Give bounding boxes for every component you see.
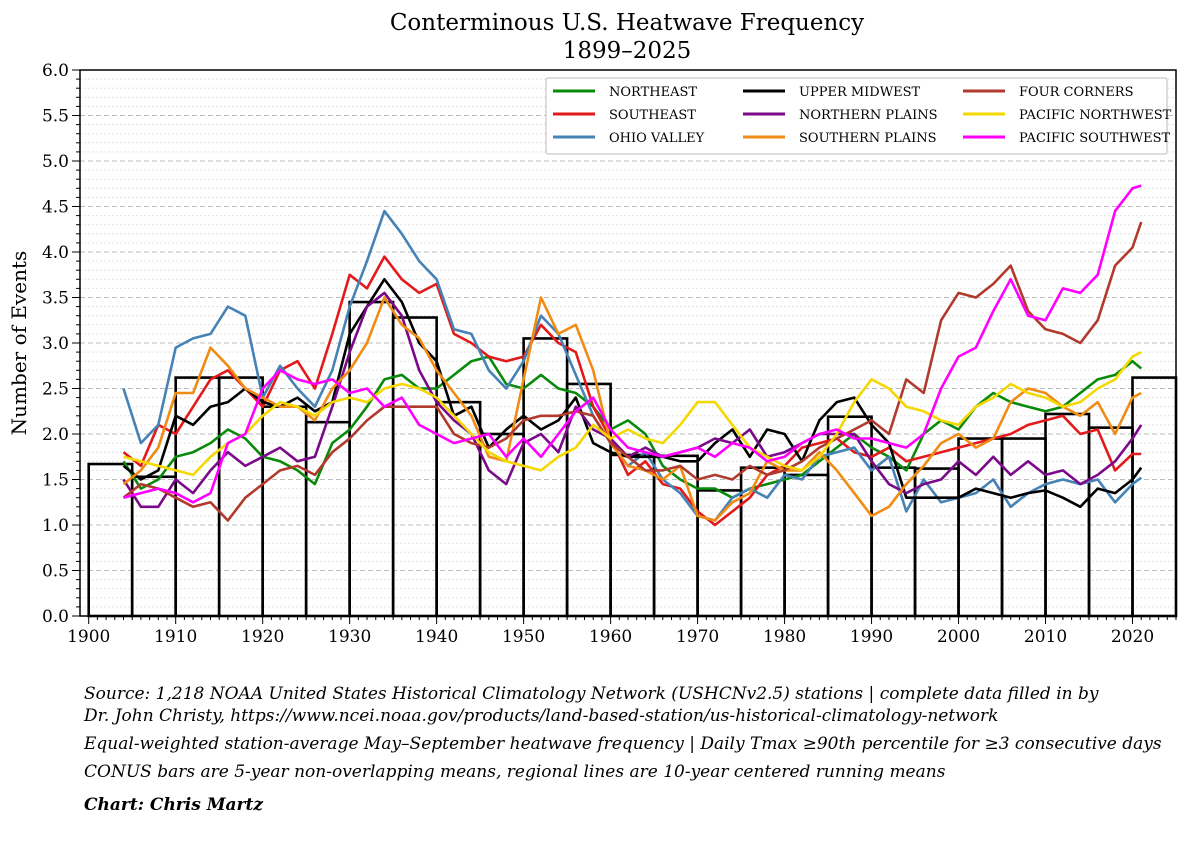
conus-bar-1990 xyxy=(870,466,917,618)
source-note-line-2: Dr. John Christy, https://www.ncei.noaa.… xyxy=(84,706,999,726)
y-tick-label: 2.0 xyxy=(42,425,69,445)
regional-lines xyxy=(122,184,1143,527)
x-tick-label: 2020 xyxy=(1111,627,1154,647)
y-tick-label: 2.5 xyxy=(42,380,69,400)
x-tick-label: 1980 xyxy=(763,627,806,647)
y-tick-label: 4.5 xyxy=(42,198,69,218)
axes: 0.0 0.5 1.0 1.5 2.0 2.5 3.0 3.5 4.0 4.5 5.0 5.5 6.0 1… xyxy=(42,61,1177,647)
chart-title: Conterminous U.S. Heatwave Frequency xyxy=(390,10,864,36)
legend-label: SOUTHEAST xyxy=(609,108,696,123)
x-tick-label: 1900 xyxy=(67,627,110,647)
bars-note: CONUS bars are 5-year non-overlapping me… xyxy=(84,762,946,782)
conus-bar-1920 xyxy=(261,405,308,618)
conus-bar-1900 xyxy=(87,462,134,618)
series-line-four-corners xyxy=(122,221,1143,522)
series-line-upper-midwest xyxy=(122,277,1143,509)
x-tick-label: 1940 xyxy=(415,627,458,647)
conus-bar-2015 xyxy=(1087,426,1134,618)
legend-label: NORTHERN PLAINS xyxy=(799,108,938,123)
y-tick-label: 6.0 xyxy=(42,61,69,81)
y-tick-label: 4.0 xyxy=(42,243,69,263)
source-note-line-1: Source: 1,218 NOAA United States Histori… xyxy=(84,684,1099,704)
x-tick-label: 1950 xyxy=(502,627,545,647)
chart-notes: Source: 1,218 NOAA United States Histori… xyxy=(84,683,1194,816)
conus-bar-1995 xyxy=(913,467,960,618)
x-tick-label: 1920 xyxy=(241,627,284,647)
series-line-pacific-northwest xyxy=(123,350,1142,477)
conus-bar-1935 xyxy=(391,316,438,618)
y-tick-label: 3.0 xyxy=(42,334,69,354)
series-line-pacific-southwest xyxy=(123,184,1142,504)
legend-label: UPPER MIDWEST xyxy=(799,85,920,100)
y-tick-label: 3.5 xyxy=(42,289,69,309)
x-tick-label: 1930 xyxy=(328,627,371,647)
legend-label: PACIFIC NORTHWEST xyxy=(1019,108,1172,123)
y-tick-label: 0.0 xyxy=(42,607,69,627)
y-tick-label: 0.5 xyxy=(42,562,69,582)
legend-label: PACIFIC SOUTHWEST xyxy=(1019,131,1171,146)
conus-bar-2020 xyxy=(1131,376,1178,618)
legend-label: NORTHEAST xyxy=(609,85,697,100)
conus-bar-1950 xyxy=(522,337,569,618)
conus-bar-1915 xyxy=(217,376,264,618)
series-line-southern-plains xyxy=(122,296,1142,522)
y-tick-label: 1.5 xyxy=(42,471,69,491)
conus-bar-1980 xyxy=(783,473,830,618)
gridlines xyxy=(80,78,1176,608)
x-tick-label: 2010 xyxy=(1024,627,1067,647)
legend-label: SOUTHERN PLAINS xyxy=(799,131,937,146)
chart-credit: Chart: Chris Martz xyxy=(84,795,263,815)
method-note: Equal-weighted station-average May–Septe… xyxy=(84,734,1162,754)
x-tick-label: 1960 xyxy=(589,627,632,647)
legend: NORTHEAST SOUTHEAST OHIO VALLEY UPPER MIDWE… xyxy=(545,77,1172,155)
series-line-ohio-valley xyxy=(122,209,1142,522)
x-tick-label: 1910 xyxy=(154,627,197,647)
conus-bar-1930 xyxy=(348,300,395,618)
x-tick-label: 2000 xyxy=(937,627,980,647)
chart-subtitle: 1899–2025 xyxy=(563,38,692,64)
x-tick-label: 1990 xyxy=(850,627,893,647)
legend-label: OHIO VALLEY xyxy=(609,131,705,146)
conus-bar-2010 xyxy=(1044,412,1091,618)
legend-box xyxy=(545,77,1168,155)
x-tick-label: 1970 xyxy=(676,627,719,647)
series-line-northern-plains xyxy=(122,291,1143,509)
y-tick-label: 5.0 xyxy=(42,152,69,172)
y-tick-label: 1.0 xyxy=(42,516,69,536)
legend-label: FOUR CORNERS xyxy=(1019,85,1134,100)
y-axis-label: Number of Events xyxy=(7,251,31,436)
y-tick-label: 5.5 xyxy=(42,107,69,127)
